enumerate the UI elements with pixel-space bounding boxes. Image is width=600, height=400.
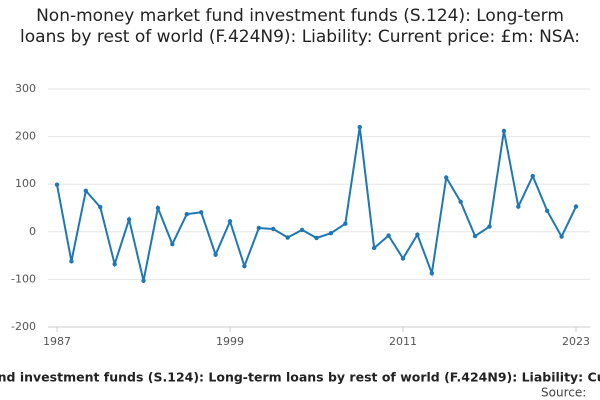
point [155,205,161,211]
point [559,234,564,239]
point [400,256,406,261]
point [472,233,478,239]
x-tick-label: 2023 [562,335,590,348]
chart-title: Non-money market fund investment funds (… [20,6,580,47]
point [530,173,535,179]
point [184,211,189,217]
x-tick-label: 1999 [216,335,244,348]
x-tick-label: 2011 [389,335,417,348]
point [343,221,348,226]
point [83,188,89,194]
point [429,271,435,276]
point [54,182,60,187]
point [256,225,262,231]
x-tick-label: 1987 [43,335,71,348]
point [357,124,362,130]
point [573,204,579,209]
point [458,199,463,205]
point [328,231,334,236]
point [213,252,218,257]
point [516,204,521,209]
y-tick-label: 200 [15,130,36,143]
y-tick-label: -100 [11,272,36,285]
point [69,259,74,264]
caption: Non-money market fund investment funds (… [0,370,600,385]
point [544,208,550,214]
y-tick-label: 100 [15,177,36,190]
line [56,126,577,282]
y-tick-label: 0 [29,225,36,238]
point [112,261,117,267]
point [386,233,391,238]
point [198,210,204,215]
y-tick-label: 300 [15,82,36,95]
point [314,235,319,241]
point [501,128,507,134]
point [271,226,276,232]
point [141,278,146,284]
point [285,235,290,240]
y-tick-label: -200 [11,320,36,333]
point [227,219,233,224]
point [98,204,103,210]
source: Source: [541,386,586,400]
point [170,241,175,247]
point [487,224,492,229]
point [444,175,449,180]
point [242,263,247,269]
point [415,232,420,237]
point [371,245,377,251]
point [126,217,132,222]
point [299,227,305,233]
